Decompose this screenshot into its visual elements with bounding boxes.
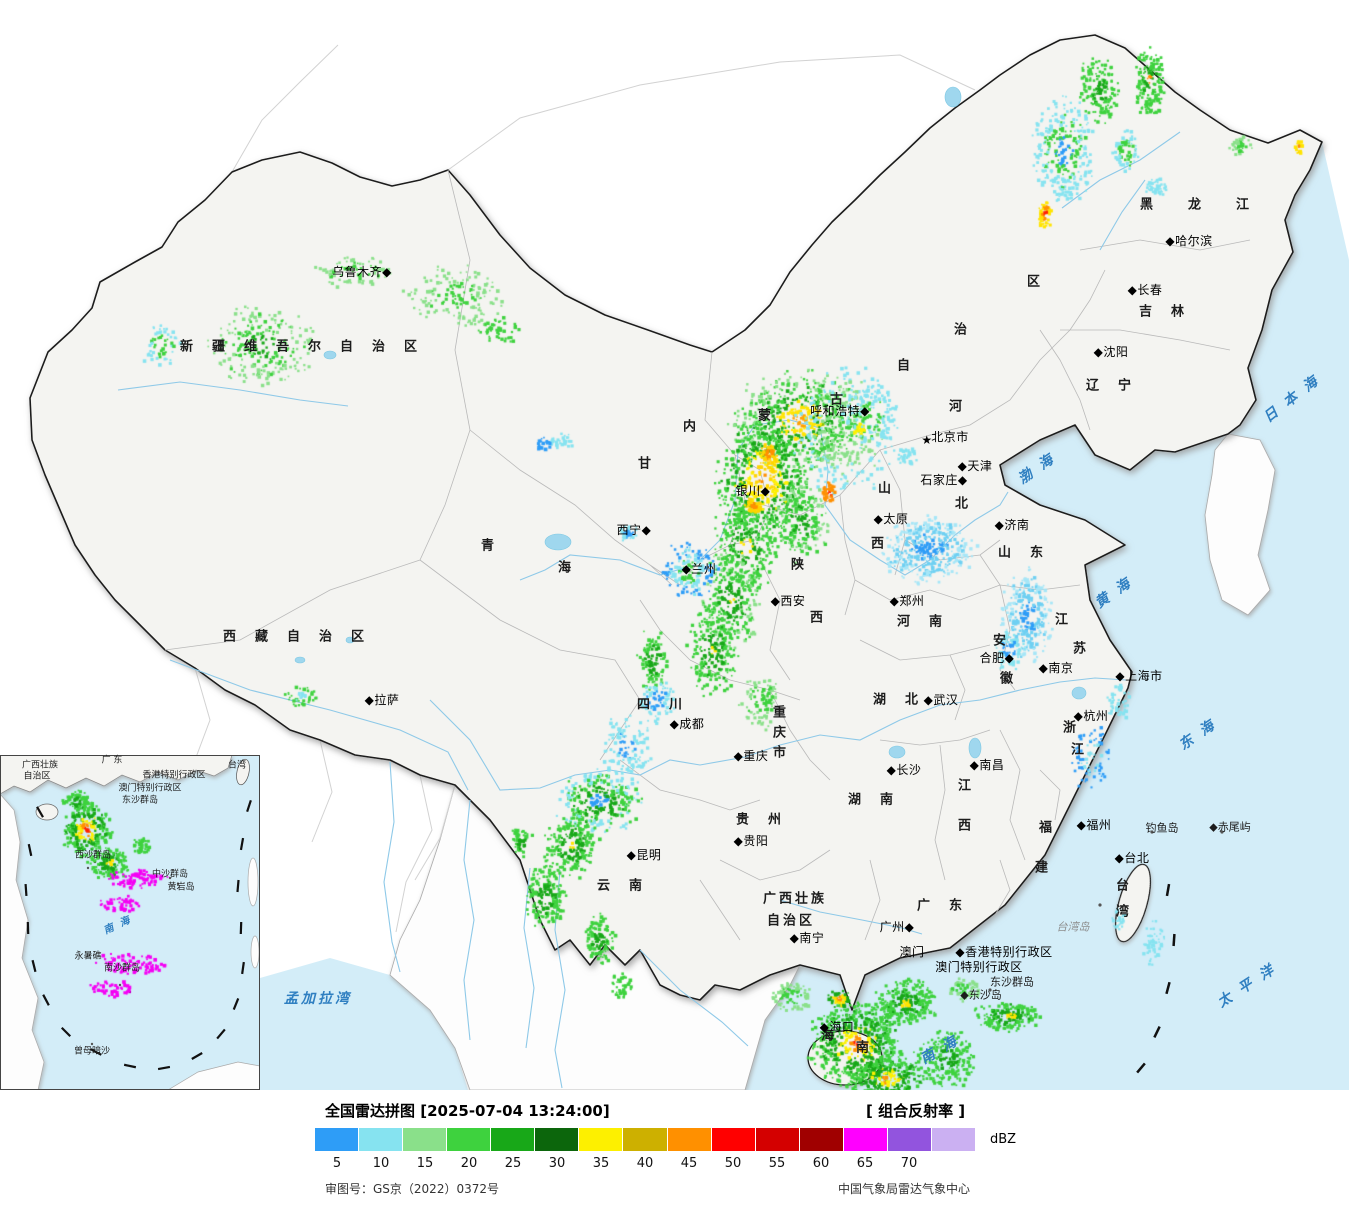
tibet-lake-1 xyxy=(294,656,306,664)
scale-value: 30 xyxy=(548,1156,566,1171)
scale-value: 20 xyxy=(460,1156,478,1171)
penghu-islet xyxy=(1098,903,1102,907)
scale-segment xyxy=(843,1128,887,1151)
map-license: 审图号：GS京（2022）0372号 xyxy=(325,1182,499,1196)
product-name: [ 组合反射率 ] xyxy=(866,1102,966,1120)
basemap xyxy=(0,34,1349,1090)
scale-segment xyxy=(755,1128,799,1151)
dongting-lake xyxy=(888,745,906,759)
scale-value xyxy=(931,1156,975,1171)
diaoyu-islet xyxy=(1150,830,1154,834)
hainan-island xyxy=(807,1030,883,1086)
scale-value: 40 xyxy=(636,1156,654,1171)
scale-segment xyxy=(667,1128,711,1151)
hulun-lake xyxy=(944,86,962,108)
map-title: 全国雷达拼图 [2025-07-04 13:24:00] xyxy=(325,1102,610,1120)
scale-value: 10 xyxy=(372,1156,390,1171)
inset-map xyxy=(0,755,260,1090)
scale-segment xyxy=(315,1128,359,1151)
reflectivity-scale xyxy=(315,1128,975,1151)
scale-segment xyxy=(359,1128,403,1151)
china-radar-map: 新 疆 维 吾 尔 自 治 区西 藏 自 治 区青海甘黑 龙 江吉 林辽 宁内蒙… xyxy=(0,0,1349,1090)
scale-segment xyxy=(711,1128,755,1151)
scale-value: 65 xyxy=(856,1156,874,1171)
scale-values: 5 10 15 20 25 30 35 40 45 50 55 60 65 70 xyxy=(315,1156,975,1171)
scale-segment xyxy=(535,1128,579,1151)
scale-value: 15 xyxy=(416,1156,434,1171)
scale-segment xyxy=(799,1128,843,1151)
scale-segment xyxy=(403,1128,447,1151)
scale-segment xyxy=(931,1128,975,1151)
scale-segment xyxy=(887,1128,931,1151)
data-source: 中国气象局雷达气象中心 xyxy=(838,1182,971,1196)
scale-value: 55 xyxy=(768,1156,786,1171)
inset-philippines-2 xyxy=(250,935,260,969)
scale-value: 5 xyxy=(332,1156,342,1171)
poyang-lake xyxy=(968,737,982,759)
scale-segment xyxy=(491,1128,535,1151)
qinghai-lake xyxy=(544,533,572,551)
scale-value: 60 xyxy=(812,1156,830,1171)
inset-philippines-1 xyxy=(247,857,259,907)
taihu-lake xyxy=(1071,686,1087,700)
chiwei-islet xyxy=(1220,830,1224,834)
scale-segment xyxy=(579,1128,623,1151)
scale-value: 45 xyxy=(680,1156,698,1171)
tibet-lake-2 xyxy=(345,636,355,644)
bosten-lake xyxy=(323,350,337,360)
legend-panel: 全国雷达拼图 [2025-07-04 13:24:00] [ 组合反射率 ] d… xyxy=(0,1090,1349,1208)
scale-value: 25 xyxy=(504,1156,522,1171)
scale-value: 70 xyxy=(900,1156,918,1171)
dongsha-islet xyxy=(988,988,992,992)
scale-segment xyxy=(447,1128,491,1151)
scale-value: 35 xyxy=(592,1156,610,1171)
scale-value: 50 xyxy=(724,1156,742,1171)
scale-unit: dBZ xyxy=(990,1132,1017,1147)
scale-segment xyxy=(623,1128,667,1151)
